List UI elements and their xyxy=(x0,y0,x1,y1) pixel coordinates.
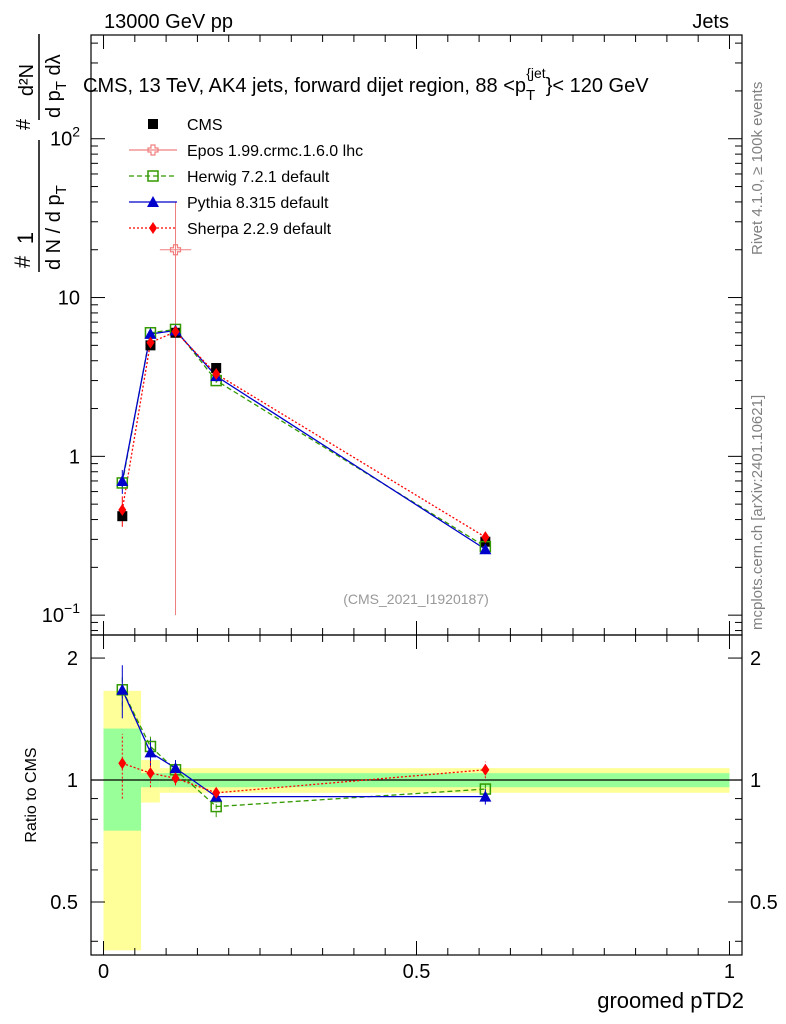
legend-marker xyxy=(147,196,159,207)
svg-text:#: # xyxy=(10,255,35,268)
cms-data-point xyxy=(211,363,222,374)
legend-marker xyxy=(149,222,157,234)
ratio-bands xyxy=(91,690,742,951)
pythia-ratio-point xyxy=(144,746,157,758)
y-tick-label: 10−1 xyxy=(42,600,80,627)
legend-label: Herwig 7.2.1 default xyxy=(187,169,330,186)
sherpa-ratio-point xyxy=(171,772,180,785)
y-axis-label: # 1 d N / d pT # d²N d pT dλ xyxy=(10,34,70,272)
pythia-point xyxy=(116,474,129,486)
sherpa-ratio-point xyxy=(118,757,127,770)
ratio-tick-label-left: 2 xyxy=(67,648,78,670)
svg-text:d N / d pT: d N / d pT xyxy=(43,185,70,270)
error-bars xyxy=(121,201,486,818)
sherpa-point xyxy=(118,503,127,516)
pythia-point xyxy=(144,327,157,339)
pythia-point xyxy=(479,543,492,555)
y-tick-label: 1 xyxy=(69,446,80,468)
epos-point xyxy=(169,244,182,256)
sherpa-point xyxy=(481,531,490,544)
ratio-tick-label-right: 0.5 xyxy=(750,892,778,914)
pythia-ratio-point xyxy=(116,683,129,695)
svg-text:d pT dλ: d pT dλ xyxy=(43,54,70,118)
x-tick-label: 0.5 xyxy=(403,961,431,983)
x-tick-label: 0 xyxy=(98,961,109,983)
y-tick-label: 102 xyxy=(50,124,80,151)
x-axis-label: groomed pTD2 xyxy=(597,988,744,1013)
data-markers xyxy=(116,244,492,813)
pythia-ratio-point xyxy=(479,790,492,802)
rivet-version: Rivet 4.1.0, ≥ 100k events xyxy=(749,82,766,255)
tick-labels: 0 0.5 1 10−1 1 10 102 0.5 0.5 1 1 2 2 xyxy=(42,124,778,983)
sherpa-ratio-point xyxy=(212,786,221,799)
legend-label: Epos 1.99.crmc.1.6.0 lhc xyxy=(187,143,363,160)
sherpa-ratio-point xyxy=(146,767,155,780)
pythia-line xyxy=(121,329,486,550)
legend-label: Pythia 8.315 default xyxy=(187,195,329,212)
sherpa-point xyxy=(212,368,221,381)
ratio-tick-label-left: 1 xyxy=(67,770,78,792)
mcplots-url: mcplots.cern.ch [arXiv:2401.10621] xyxy=(749,395,766,630)
svg-text:1: 1 xyxy=(13,232,38,244)
pythia-ratio-point xyxy=(169,762,182,774)
header-jets: Jets xyxy=(692,11,729,33)
ratio-panel-frame xyxy=(90,634,743,956)
axis-ticks xyxy=(91,35,742,955)
cms-data-point xyxy=(117,511,128,522)
legend-marker xyxy=(148,119,158,129)
legend-marker xyxy=(147,144,159,156)
legend-marker xyxy=(147,170,159,182)
ratio-y-label: Ratio to CMS xyxy=(23,747,40,842)
legend: CMS Epos 1.99.crmc.1.6.0 lhc Herwig 7.2.1 … xyxy=(129,117,363,238)
sherpa-point xyxy=(171,325,180,338)
ratio-tick-label-right: 1 xyxy=(750,770,761,792)
analysis-id: (CMS_2021_I1920187) xyxy=(343,591,489,607)
chart-title: CMS, 13 TeV, AK4 jets, forward dijet reg… xyxy=(83,65,649,104)
legend-label: Sherpa 2.2.9 default xyxy=(187,221,332,238)
sherpa-ratio-line xyxy=(122,762,486,794)
sherpa-ratio-point xyxy=(481,763,490,776)
header-process: 13000 GeV pp xyxy=(104,11,233,33)
ratio-tick-label-left: 0.5 xyxy=(50,892,78,914)
sherpa-point xyxy=(146,336,155,349)
y-tick-label: 10 xyxy=(58,288,80,310)
svg-text:#: # xyxy=(13,118,35,130)
svg-text:d²N: d²N xyxy=(16,64,38,96)
ratio-tick-label-right: 2 xyxy=(750,648,761,670)
legend-label: CMS xyxy=(187,117,223,134)
x-tick-label: 1 xyxy=(724,961,735,983)
series-lines xyxy=(121,328,486,808)
